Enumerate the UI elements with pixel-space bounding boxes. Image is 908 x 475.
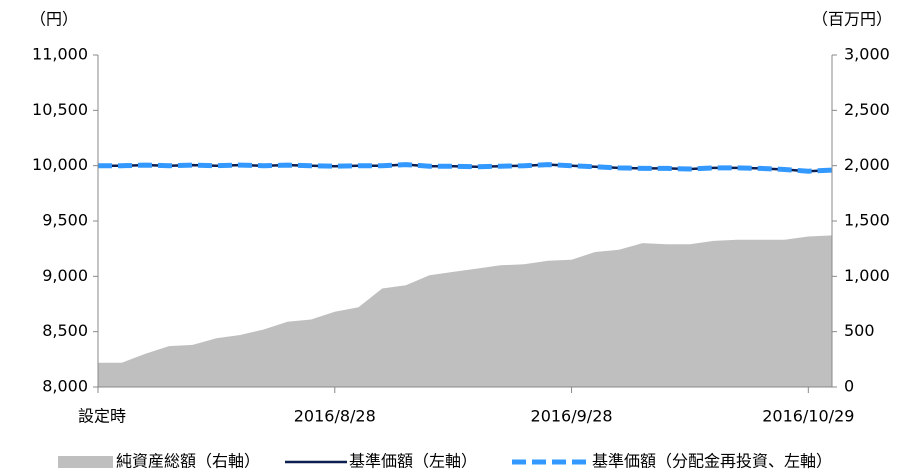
dashed-line	[98, 162, 833, 174]
y-axis-label: （円）	[30, 10, 78, 29]
y2-tick-label: 1,500	[844, 211, 890, 230]
legend-swatch	[58, 456, 113, 468]
y2-tick-label: 500	[844, 321, 875, 340]
y2-tick-label: 2,000	[844, 155, 890, 174]
y-tick-label: 9,000	[42, 266, 88, 285]
y2-tick-label: 3,000	[844, 45, 890, 64]
y-tick-label: 8,500	[42, 321, 88, 340]
legend-label: 純資産総額（右軸）	[116, 452, 260, 471]
legend-label: 基準価額（左軸）	[349, 452, 477, 471]
y2-tick-label: 0	[844, 377, 854, 396]
y2-axis-label: （百万円）	[812, 10, 892, 29]
x-tick-label: 2016/9/28	[531, 407, 613, 426]
area	[98, 235, 832, 387]
y-tick-label: 8,000	[42, 377, 88, 396]
y-tick-label: 10,000	[32, 155, 88, 174]
y-tick-label: 10,500	[32, 100, 88, 119]
x-tick-label: 2016/8/28	[294, 407, 376, 426]
y2-tick-label: 1,000	[844, 266, 890, 285]
x-tick-label: 設定時	[78, 407, 126, 426]
legend-label: 基準価額（分配金再投資、左軸）	[592, 452, 832, 471]
y-tick-label: 9,500	[42, 211, 88, 230]
x-tick-label: 2016/10/29	[762, 407, 854, 426]
y2-tick-label: 2,500	[844, 100, 890, 119]
y-tick-label: 11,000	[32, 45, 88, 64]
